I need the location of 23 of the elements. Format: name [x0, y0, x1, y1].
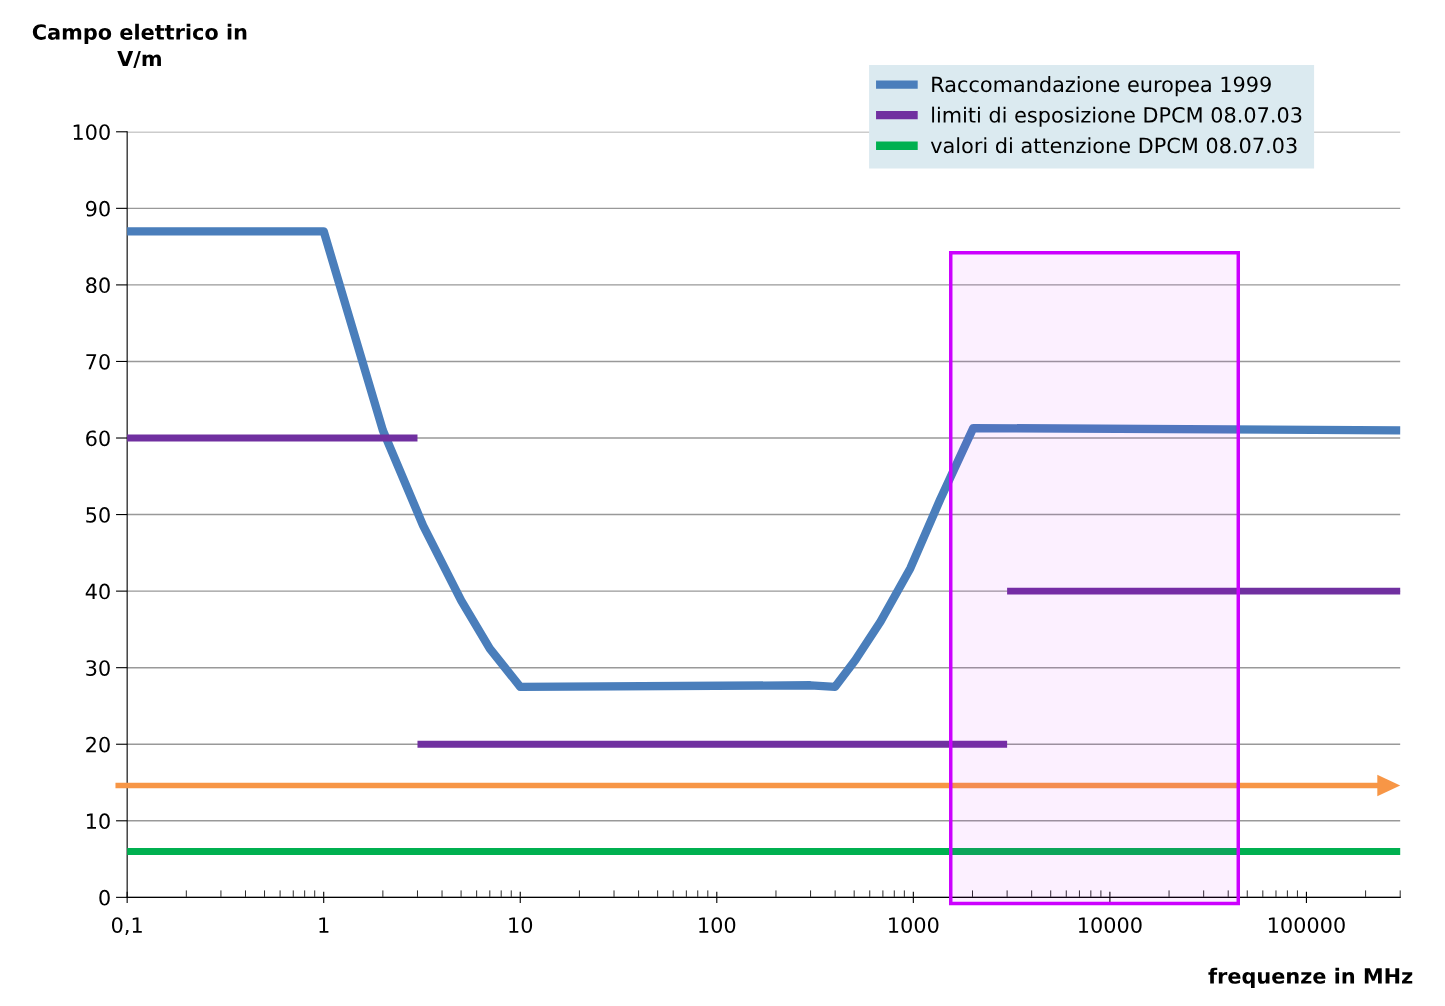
- y-tick-label: 70: [86, 353, 110, 370]
- y-tick-label: 10: [86, 813, 110, 830]
- y-tick-label: 60: [86, 430, 110, 447]
- x-tick-label: 10: [509, 917, 533, 933]
- y-tick-label: 30: [86, 660, 110, 676]
- y-tick-label: 90: [85, 200, 110, 217]
- y-tick-label: 40: [85, 583, 110, 600]
- y-tick-label: 80: [86, 277, 110, 294]
- x-tick-label: 100: [699, 917, 736, 933]
- x-axis-title: frequenze in MHz: [1208, 967, 1413, 988]
- y-axis-title: Campo elettrico in V/m: [32, 23, 247, 69]
- legend-label: valori di attenzione DPCM 08.07.03: [930, 137, 1297, 154]
- x-tick-label: 1000: [889, 917, 939, 933]
- x-tick-label: 10000: [1079, 917, 1142, 933]
- x-tick-label: 0,1: [111, 917, 142, 936]
- legend-label: Raccomandazione europea 1999: [932, 76, 1271, 97]
- x-tick-label: 100000: [1268, 917, 1345, 933]
- y-tick-label: 20: [86, 736, 110, 753]
- y-tick-label: 100: [73, 124, 110, 140]
- y-tick-label: 50: [86, 507, 110, 523]
- y-tick-label: 0: [99, 889, 110, 906]
- x-tick-label: 1: [319, 917, 329, 933]
- legend-label: limiti di esposizione DPCM 08.07.03: [932, 106, 1302, 127]
